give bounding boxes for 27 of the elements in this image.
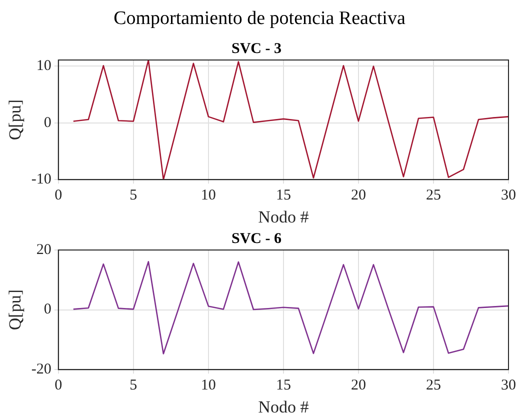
x-tick-label: 20 [350, 378, 366, 394]
x-tick-label: 15 [276, 378, 291, 394]
y-tick-label: -20 [31, 362, 52, 378]
x-tick-label: 0 [54, 188, 62, 204]
y-axis-title: Q[pu] [6, 289, 25, 330]
x-tick-label: 30 [501, 188, 516, 204]
y-tick-label: 20 [36, 242, 52, 258]
chart-title: SVC - 6 [231, 230, 282, 247]
chart-title: SVC - 3 [231, 40, 282, 57]
x-tick-label: 10 [200, 188, 216, 204]
x-tick-label: 5 [130, 188, 138, 204]
x-tick-label: 20 [350, 188, 366, 204]
x-tick-label: 25 [426, 188, 441, 204]
x-axis-title: Nodo # [258, 207, 310, 226]
x-tick-label: 30 [501, 378, 516, 394]
x-tick-label: 0 [54, 378, 62, 394]
y-tick-label: 10 [36, 58, 52, 74]
y-axis-title: Q[pu] [6, 99, 25, 140]
x-tick-label: 10 [200, 378, 216, 394]
x-tick-label: 25 [426, 378, 441, 394]
x-tick-label: 15 [276, 188, 291, 204]
y-tick-label: 0 [44, 114, 52, 131]
y-tick-label: 0 [44, 302, 52, 318]
x-axis-title: Nodo # [258, 397, 310, 416]
text: Comportamiento de potencia Reactiva [112, 7, 406, 31]
y-tick-label: -10 [31, 172, 52, 188]
x-tick-label: 5 [130, 378, 138, 394]
